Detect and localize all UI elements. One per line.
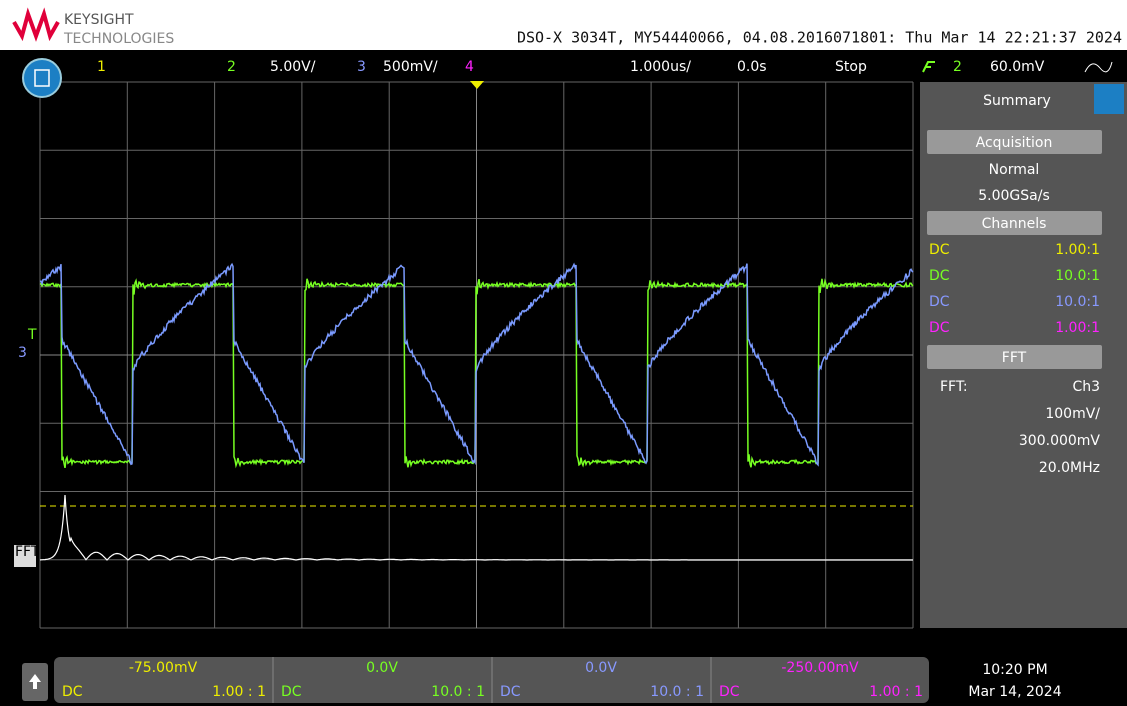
fft-scale: 100mV/: [1045, 406, 1100, 422]
channel-coupling: DC: [281, 684, 302, 700]
panel-coupling: DC: [929, 242, 950, 258]
channel-probe: 1.00 : 1: [212, 684, 266, 700]
trig-level: 60.0mV: [990, 59, 1045, 75]
graticule: [40, 82, 913, 628]
timebase: 1.000us/: [630, 59, 691, 75]
fft: FFT: [1002, 350, 1027, 366]
ch4-label: 4: [465, 59, 474, 75]
channel-offset: 0.0V: [585, 660, 617, 676]
ch2-scale: 5.00V/: [270, 59, 316, 75]
trigger-marker: T: [27, 327, 37, 343]
fft-marker: FFT: [15, 544, 40, 560]
trigger-icon: [923, 62, 935, 72]
acquisition: Acquisition: [976, 135, 1053, 151]
header-info: DSO-X 3034T, MY54440066, 04.08.201607180…: [517, 29, 1122, 47]
ch3-marker: 3: [18, 345, 27, 361]
clock-time: 10:20 PM: [982, 662, 1047, 678]
trigger-position: [470, 81, 484, 89]
channel-probe: 10.0 : 1: [431, 684, 485, 700]
panel-menu[interactable]: [1094, 84, 1124, 114]
channel-offset: -250.00mV: [781, 660, 859, 676]
channel-probe: 1.00 : 1: [869, 684, 923, 700]
panel-title: Summary: [983, 93, 1051, 109]
panel-coupling: DC: [929, 320, 950, 336]
ch3-scale: 500mV/: [383, 59, 438, 75]
acq-mode: Normal: [989, 162, 1040, 178]
trig-source: 2: [953, 59, 962, 75]
brand: KEYSIGHT: [64, 12, 134, 28]
channel-offset: 0.0V: [366, 660, 398, 676]
page: KEYSIGHT TECHNOLOGIES DSO-X 3034T, MY544…: [0, 0, 1127, 706]
ch1-label: 1: [97, 59, 106, 75]
panel-coupling: DC: [929, 294, 950, 310]
brand-sub: TECHNOLOGIES: [63, 31, 174, 47]
channel-probe: 10.0 : 1: [650, 684, 704, 700]
clock-date: Mar 14, 2024: [968, 684, 1061, 700]
run-state: Stop: [835, 59, 867, 75]
channels: Channels: [982, 216, 1047, 232]
panel-probe: 1.00:1: [1055, 320, 1100, 336]
ch2-label: 2: [227, 59, 236, 75]
panel-coupling: DC: [929, 268, 950, 284]
channel-coupling: DC: [62, 684, 83, 700]
menu-button[interactable]: [23, 59, 61, 97]
acq-icon: [1085, 62, 1112, 72]
channel-offset: -75.00mV: [129, 660, 198, 676]
panel-probe: 10.0:1: [1055, 268, 1100, 284]
panel-probe: 1.00:1: [1055, 242, 1100, 258]
ch3-label: 3: [357, 59, 366, 75]
fft-offset: 300.000mV: [1019, 433, 1101, 449]
fft-span: 20.0MHz: [1039, 460, 1100, 476]
fft-label: FFT:: [940, 379, 968, 395]
panel-probe: 10.0:1: [1055, 294, 1100, 310]
delay: 0.0s: [737, 59, 767, 75]
acq-rate: 5.00GSa/s: [978, 188, 1050, 204]
channel-coupling: DC: [719, 684, 740, 700]
fft-source: Ch3: [1072, 379, 1100, 395]
channel-coupling: DC: [500, 684, 521, 700]
scope-screen: KEYSIGHT TECHNOLOGIES DSO-X 3034T, MY544…: [0, 0, 1127, 706]
